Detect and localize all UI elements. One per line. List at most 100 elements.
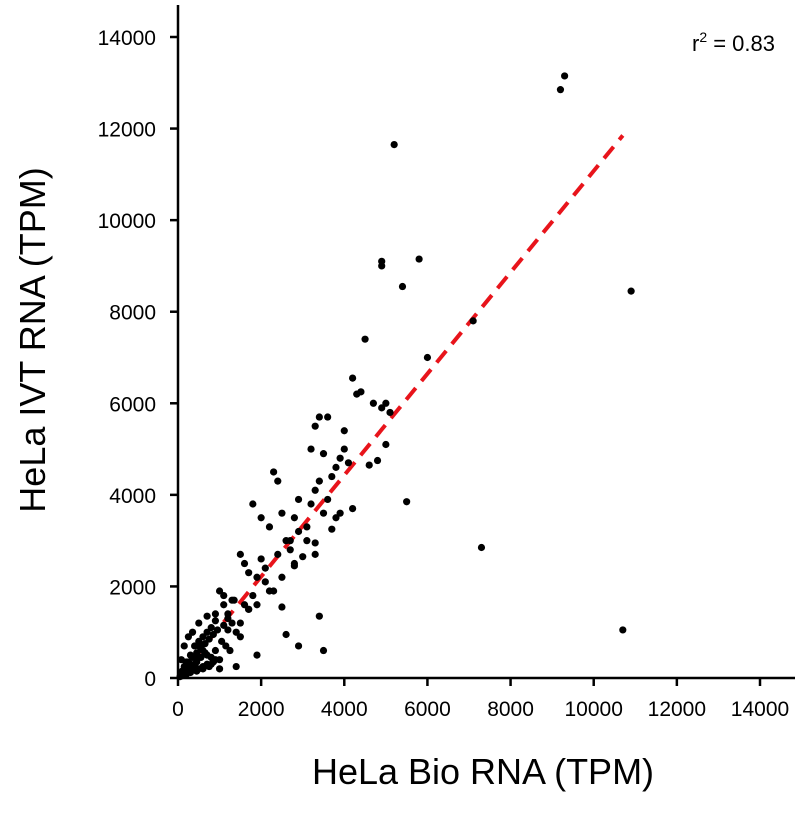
axes [176, 4, 795, 680]
data-point [257, 555, 265, 563]
fit-line [176, 134, 625, 680]
data-point [311, 422, 319, 430]
data-point [188, 628, 197, 636]
data-point [556, 86, 565, 94]
data-point [336, 509, 344, 517]
data-point [205, 662, 213, 671]
data-point [180, 642, 188, 650]
x-tick-label: 6000 [404, 698, 451, 721]
data-point [215, 665, 224, 673]
data-point [286, 537, 294, 545]
data-point [373, 456, 382, 465]
ticks: 0 2000 4000 6000 8000 10000 12000 14000 0 2000 400… [98, 27, 790, 721]
data-point [274, 550, 282, 558]
data-point [201, 640, 209, 648]
data-point [211, 617, 220, 625]
data-point [253, 573, 261, 581]
data-point [218, 637, 226, 645]
data-point [324, 495, 332, 504]
data-point [261, 578, 269, 586]
data-points [176, 72, 635, 681]
data-point [311, 539, 319, 547]
y-tick-label: 0 [144, 668, 156, 691]
data-point [378, 262, 386, 270]
data-point [265, 587, 274, 595]
data-point [188, 662, 197, 671]
data-point [332, 463, 340, 471]
data-point [282, 630, 290, 639]
data-point [311, 550, 319, 558]
data-point [365, 461, 373, 469]
data-point [278, 603, 286, 611]
data-point [209, 658, 217, 666]
data-point [290, 562, 298, 570]
r-squared-annotation: r2 = 0.83 [692, 29, 775, 56]
data-point [203, 612, 211, 620]
data-point [382, 399, 390, 407]
data-point [222, 642, 230, 650]
data-point [245, 605, 253, 613]
data-point [332, 514, 340, 522]
data-point [349, 504, 357, 513]
x-tick-label: 12000 [648, 698, 706, 721]
data-point [220, 621, 228, 629]
data-point [232, 628, 240, 636]
data-point [315, 413, 323, 421]
x-tick-label: 10000 [565, 698, 623, 721]
data-point [240, 601, 249, 609]
data-point [278, 509, 286, 517]
data-point [286, 546, 294, 554]
data-point [236, 550, 244, 558]
y-tick-label: 6000 [109, 393, 156, 416]
data-point [184, 633, 192, 641]
data-point [257, 514, 265, 522]
y-tick-label: 2000 [109, 576, 156, 599]
data-point [193, 658, 201, 666]
data-point [195, 642, 203, 650]
data-point [193, 667, 201, 675]
x-tick-label: 4000 [321, 698, 368, 721]
data-point [403, 498, 411, 506]
data-point [232, 662, 240, 671]
data-point [469, 317, 477, 325]
data-point [328, 472, 336, 481]
data-point [177, 656, 185, 664]
y-tick-label: 4000 [109, 485, 156, 508]
data-point [315, 477, 323, 485]
data-point [215, 656, 224, 664]
data-point [328, 525, 336, 533]
data-point [253, 601, 261, 609]
data-point [274, 477, 282, 485]
fit-line-group [176, 134, 625, 680]
data-point [197, 653, 205, 661]
x-axis-title: HeLa Bio RNA (TPM) [312, 751, 654, 792]
data-point [203, 628, 211, 636]
data-point [249, 500, 257, 508]
data-point [236, 633, 244, 641]
data-point [369, 399, 377, 407]
data-point [294, 527, 303, 536]
data-point [199, 665, 207, 673]
data-point [294, 495, 303, 504]
data-point [230, 596, 238, 604]
data-point [224, 626, 232, 634]
data-point [224, 614, 232, 623]
data-point [378, 404, 386, 412]
x-tick-label: 8000 [487, 698, 534, 721]
data-point [211, 610, 220, 618]
data-point [265, 523, 274, 531]
data-point [213, 626, 222, 634]
data-point [336, 454, 344, 462]
data-point [307, 445, 315, 453]
data-point [561, 72, 569, 80]
data-point [245, 569, 253, 577]
data-point [294, 642, 303, 650]
data-point [240, 559, 249, 568]
data-point [205, 635, 213, 643]
data-point [423, 353, 432, 362]
data-point [324, 413, 332, 421]
data-point [290, 514, 298, 522]
y-tick-label: 12000 [98, 119, 156, 142]
x-tick-label: 2000 [238, 698, 285, 721]
data-point [299, 553, 307, 561]
